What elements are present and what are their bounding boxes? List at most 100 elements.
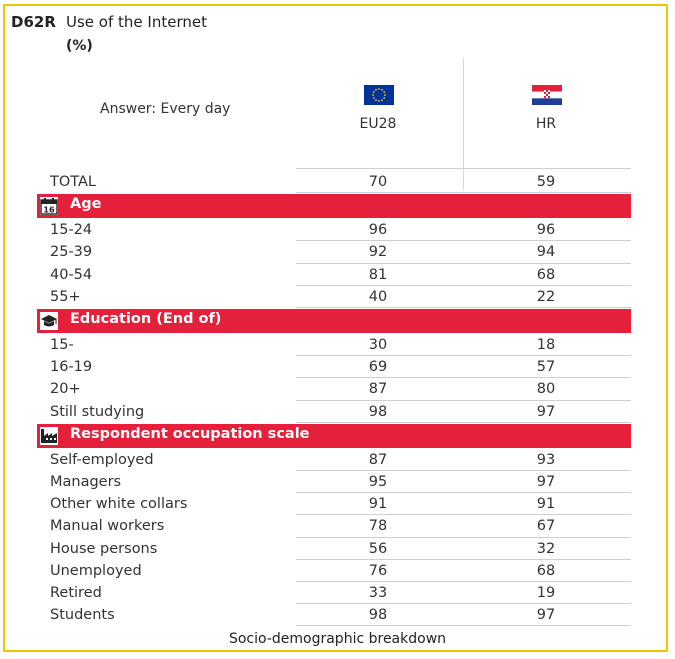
row-label: Manual workers bbox=[50, 518, 165, 535]
row-label: Self-employed bbox=[50, 451, 154, 468]
row-label: Students bbox=[50, 607, 115, 624]
value-eu28: 56 bbox=[368, 540, 388, 557]
row-label: 20+ bbox=[50, 381, 81, 398]
value-eu28: 98 bbox=[368, 403, 388, 420]
row-divider bbox=[296, 625, 631, 627]
section-header: Respondent occupation scale bbox=[37, 423, 631, 448]
value-eu28: 69 bbox=[368, 359, 388, 376]
value-hr: 97 bbox=[536, 474, 556, 490]
row-divider bbox=[296, 284, 631, 286]
value-eu28: 30 bbox=[368, 337, 388, 353]
eu-flag-icon bbox=[364, 85, 394, 105]
row-divider bbox=[296, 581, 631, 582]
value-eu28: 95 bbox=[368, 474, 388, 490]
value-hr: 57 bbox=[536, 359, 556, 376]
value-hr: 67 bbox=[536, 518, 556, 535]
row-label: 15- bbox=[50, 337, 74, 353]
row-divider bbox=[296, 536, 631, 538]
table-row: Other white collars 91 91 bbox=[0, 493, 675, 515]
value-hr: 19 bbox=[536, 585, 556, 601]
row-divider bbox=[296, 192, 631, 194]
value-hr: 59 bbox=[536, 174, 556, 190]
value-eu28: 98 bbox=[368, 607, 388, 624]
graduation-cap-icon bbox=[40, 312, 58, 330]
value-eu28: 87 bbox=[368, 451, 388, 468]
table-row: Students 98 97 bbox=[0, 604, 675, 626]
row-divider bbox=[296, 603, 631, 605]
value-eu28: 78 bbox=[368, 518, 388, 535]
value-eu28: 33 bbox=[368, 585, 388, 601]
value-hr: 68 bbox=[536, 266, 556, 283]
value-hr: 97 bbox=[536, 607, 556, 624]
table-row: 20+ 87 80 bbox=[0, 378, 675, 400]
chart-frame bbox=[3, 4, 668, 652]
table-row: House persons 56 32 bbox=[0, 538, 675, 560]
table-row: Unemployed 76 68 bbox=[0, 560, 675, 582]
row-label: TOTAL bbox=[50, 174, 96, 190]
value-hr: 91 bbox=[536, 496, 556, 513]
row-label: 40-54 bbox=[50, 266, 93, 283]
row-label: House persons bbox=[50, 540, 158, 557]
row-label: Retired bbox=[50, 585, 102, 601]
section-header: Education (End of) bbox=[37, 309, 631, 333]
svg-text:16: 16 bbox=[43, 206, 55, 215]
value-eu28: 76 bbox=[368, 562, 388, 579]
column-separator bbox=[463, 58, 464, 190]
table-row: Manual workers 78 67 bbox=[0, 515, 675, 537]
row-label: Unemployed bbox=[50, 562, 142, 579]
value-eu28: 91 bbox=[368, 496, 388, 513]
table-row: 16-19 69 57 bbox=[0, 356, 675, 378]
row-divider bbox=[296, 399, 631, 401]
row-divider bbox=[296, 262, 631, 264]
croatia-flag-icon bbox=[532, 85, 562, 105]
section-title: Education (End of) bbox=[70, 311, 222, 327]
row-divider bbox=[296, 492, 631, 494]
value-hr: 32 bbox=[536, 540, 556, 557]
table-row: Still studying 98 97 bbox=[0, 401, 675, 423]
table-row: 55+ 40 22 bbox=[0, 286, 675, 308]
table-row: Managers 95 97 bbox=[0, 471, 675, 493]
row-divider bbox=[296, 421, 631, 423]
row-label: 25-39 bbox=[50, 244, 93, 261]
value-eu28: 96 bbox=[368, 222, 388, 239]
value-hr: 18 bbox=[536, 337, 556, 353]
value-hr: 97 bbox=[536, 403, 556, 420]
column-header-hr: HR bbox=[535, 116, 557, 132]
row-divider bbox=[296, 514, 631, 516]
row-label: Managers bbox=[50, 474, 122, 490]
value-eu28: 87 bbox=[368, 381, 388, 398]
answer-label: Answer: Every day bbox=[100, 101, 231, 117]
table-row: 15-24 96 96 bbox=[0, 219, 675, 241]
row-divider bbox=[296, 558, 631, 560]
row-label: Still studying bbox=[50, 403, 145, 420]
chart-title: Use of the Internet bbox=[66, 13, 207, 31]
table-row: TOTAL 70 59 bbox=[0, 171, 675, 193]
footer-caption: Socio-demographic breakdown bbox=[228, 631, 447, 647]
factory-icon bbox=[40, 426, 58, 445]
question-code: D62R bbox=[11, 13, 56, 31]
value-hr: 22 bbox=[536, 288, 556, 305]
table-row: Retired 33 19 bbox=[0, 582, 675, 604]
value-eu28: 81 bbox=[368, 266, 388, 283]
row-divider bbox=[296, 470, 631, 471]
unit-label: (%) bbox=[66, 38, 93, 54]
table-row: Self-employed 87 93 bbox=[0, 449, 675, 471]
row-divider bbox=[296, 307, 631, 308]
row-label: Other white collars bbox=[50, 496, 188, 513]
row-divider bbox=[296, 240, 631, 242]
value-hr: 93 bbox=[536, 451, 556, 468]
row-label: 15-24 bbox=[50, 222, 93, 239]
row-divider bbox=[296, 377, 631, 379]
value-eu28: 92 bbox=[368, 244, 388, 261]
row-label: 16-19 bbox=[50, 359, 93, 376]
value-hr: 80 bbox=[536, 381, 556, 398]
calendar-icon: 16 bbox=[40, 197, 58, 216]
value-hr: 94 bbox=[536, 244, 556, 261]
value-hr: 96 bbox=[536, 222, 556, 239]
section-title: Age bbox=[70, 196, 102, 213]
value-hr: 68 bbox=[536, 562, 556, 579]
table-row: 15- 30 18 bbox=[0, 334, 675, 356]
section-header: 16 Age bbox=[37, 194, 631, 219]
row-divider bbox=[296, 355, 631, 357]
section-title: Respondent occupation scale bbox=[70, 425, 310, 442]
